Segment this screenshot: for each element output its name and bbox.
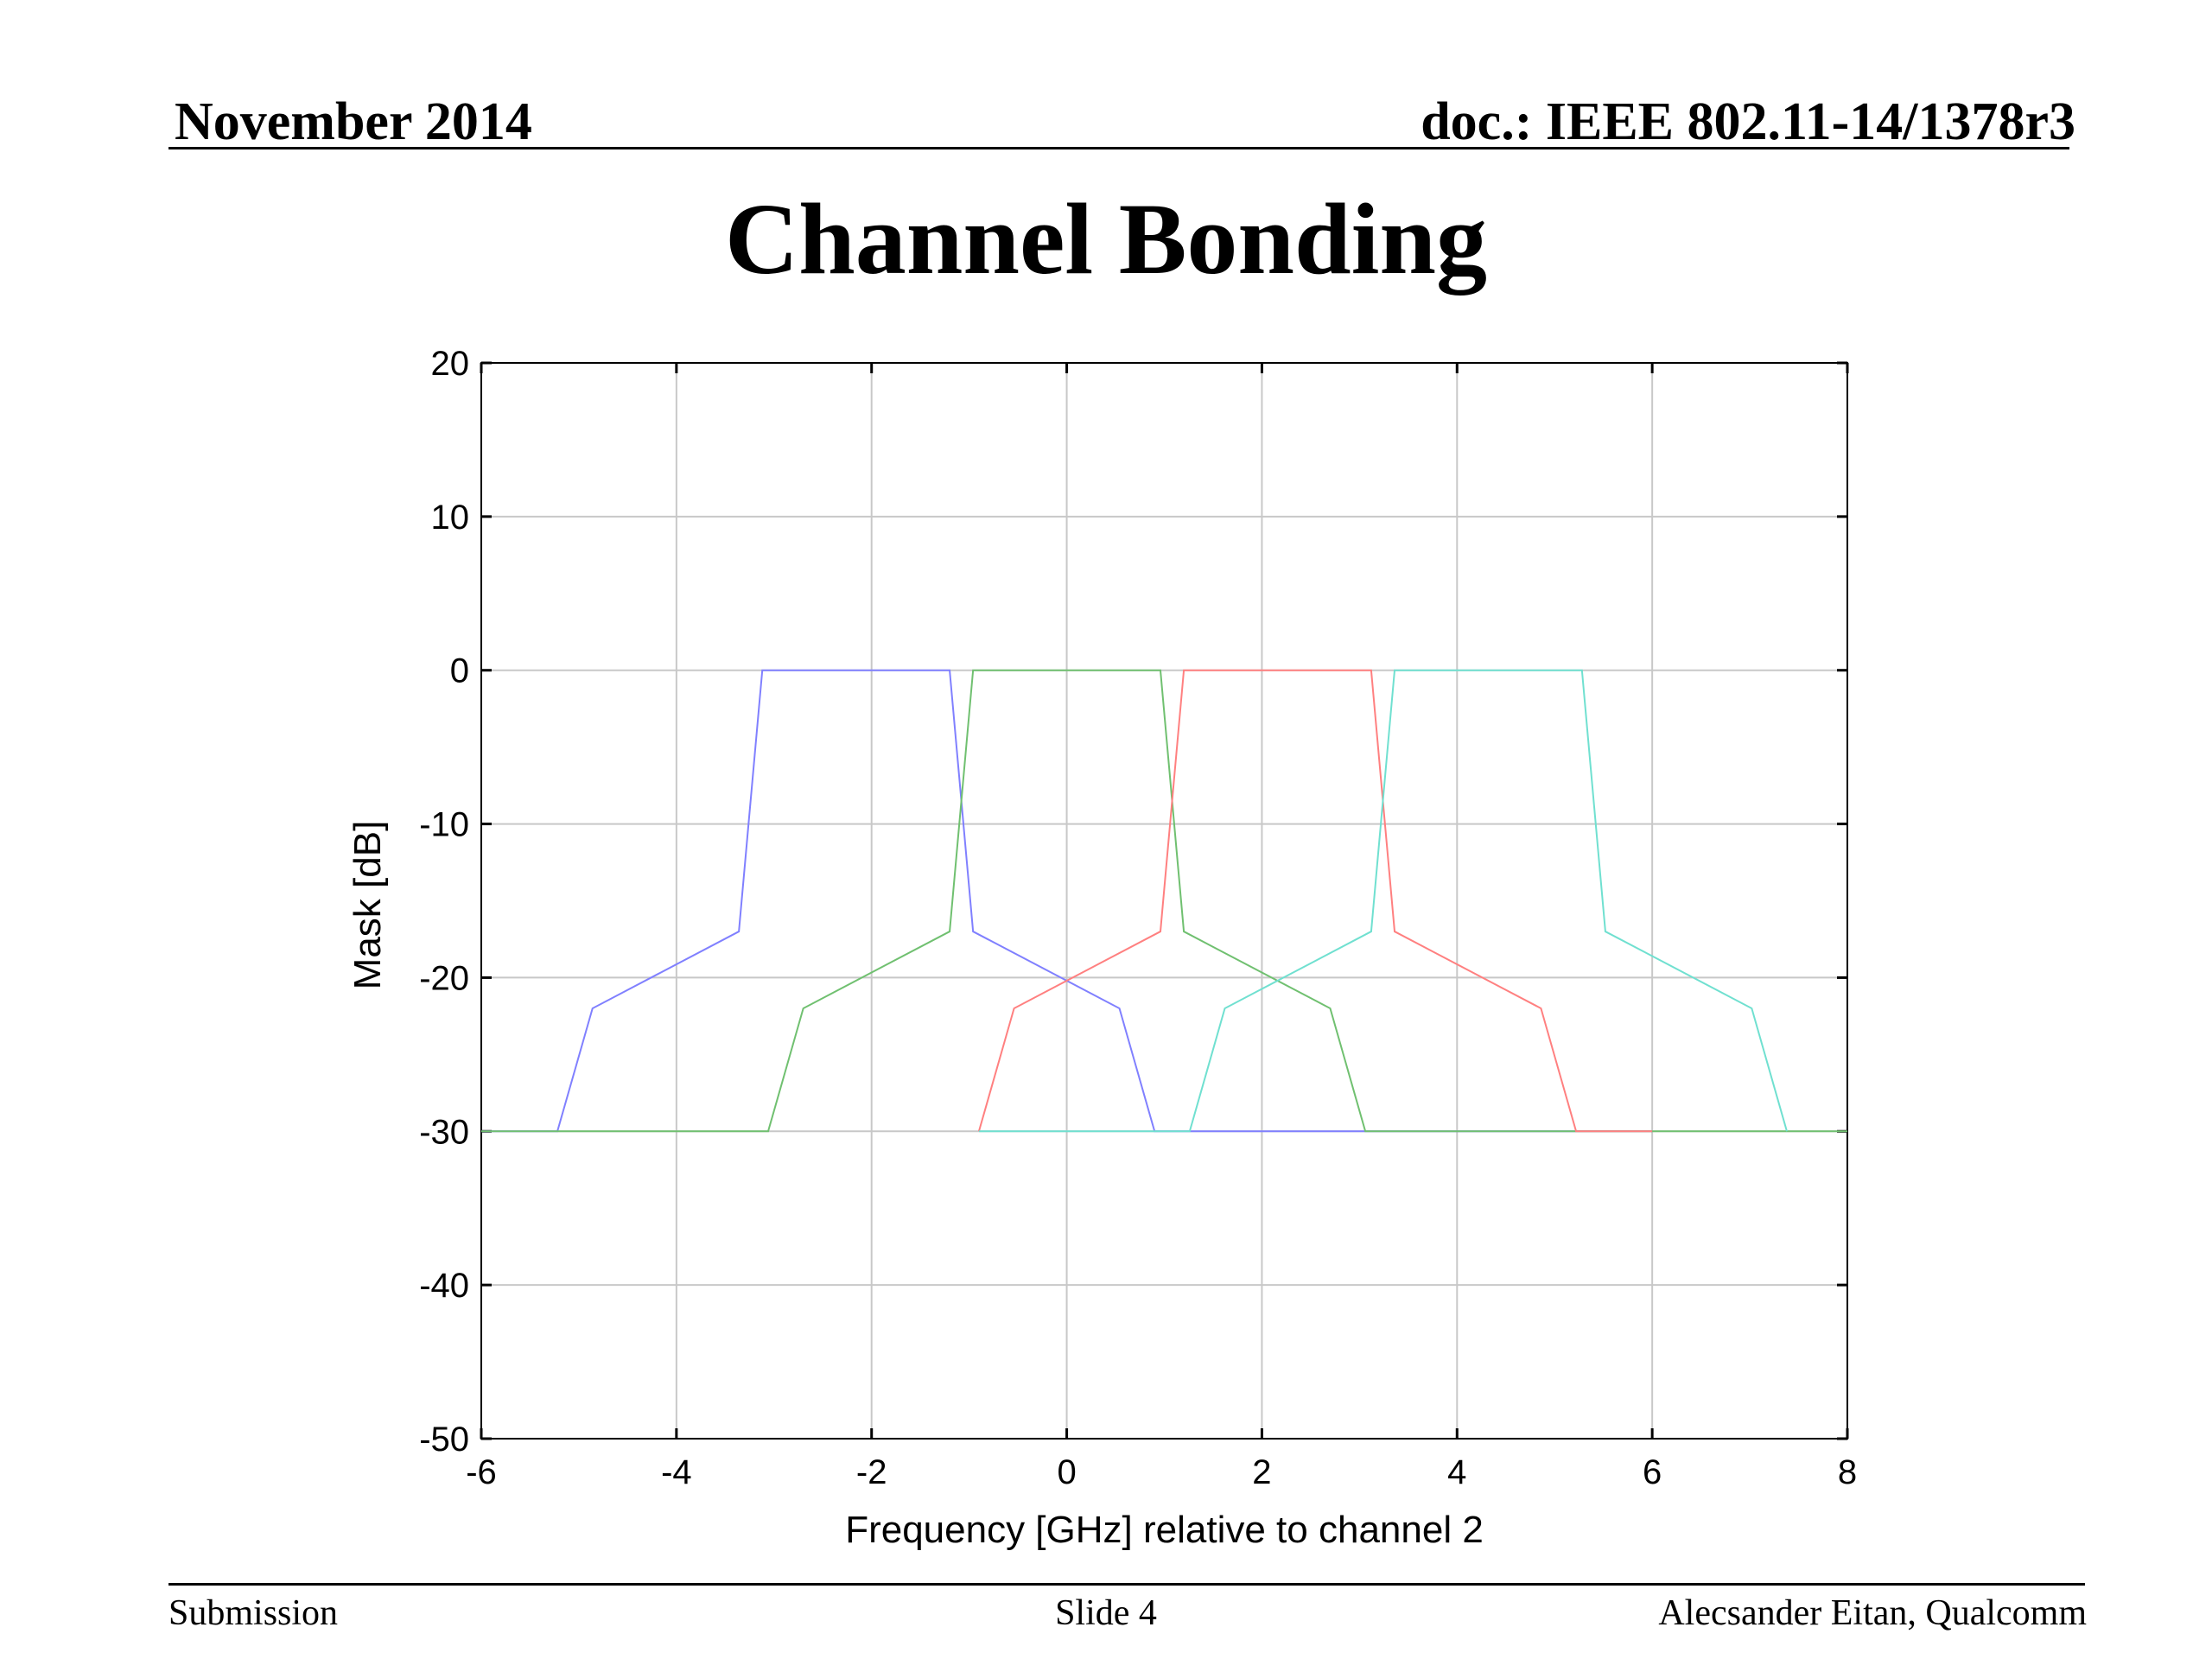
x-tick-label: 0 — [1057, 1453, 1076, 1491]
y-tick-label: -50 — [419, 1421, 469, 1459]
footer-submission: Submission — [168, 1593, 339, 1633]
footer-rule — [168, 1583, 2085, 1586]
x-axis-label: Frequency [GHz] relative to channel 2 — [845, 1509, 1484, 1551]
x-tick-label: 8 — [1838, 1453, 1857, 1491]
y-tick-label: -10 — [419, 806, 469, 844]
x-tick-label: -4 — [661, 1453, 692, 1491]
y-tick-label: 0 — [450, 652, 469, 690]
mask-series-line-4 — [978, 669, 1788, 1133]
y-tick-label: 10 — [431, 499, 470, 537]
footer-slide-number: Slide 4 — [1055, 1593, 1157, 1633]
footer-author: Alecsander Eitan, Qualcomm — [1658, 1593, 2087, 1633]
mask-series-line-3 — [977, 669, 1653, 1133]
y-axis-label: Mask [dB] — [346, 821, 389, 990]
y-tick-label: 20 — [431, 345, 470, 383]
y-tick-label: -20 — [419, 959, 469, 997]
y-tick-label: -40 — [419, 1267, 469, 1305]
x-tick-label: -2 — [856, 1453, 887, 1491]
slide-title: Channel Bonding — [724, 182, 1488, 296]
x-tick-label: 2 — [1252, 1453, 1271, 1491]
y-tick-label: -30 — [419, 1113, 469, 1151]
x-tick-label: -6 — [466, 1453, 497, 1491]
mask-series-line-1 — [481, 669, 1653, 1133]
plot-frame — [480, 362, 1848, 1440]
x-tick-label: 6 — [1643, 1453, 1662, 1491]
mask-series-line-2 — [481, 669, 1847, 1133]
header-rule — [168, 147, 2069, 149]
x-tick-label: 4 — [1447, 1453, 1466, 1491]
header-date: November 2014 — [175, 92, 532, 151]
header-doc-id: doc.: IEEE 802.11-14/1378r3 — [1421, 92, 2075, 151]
